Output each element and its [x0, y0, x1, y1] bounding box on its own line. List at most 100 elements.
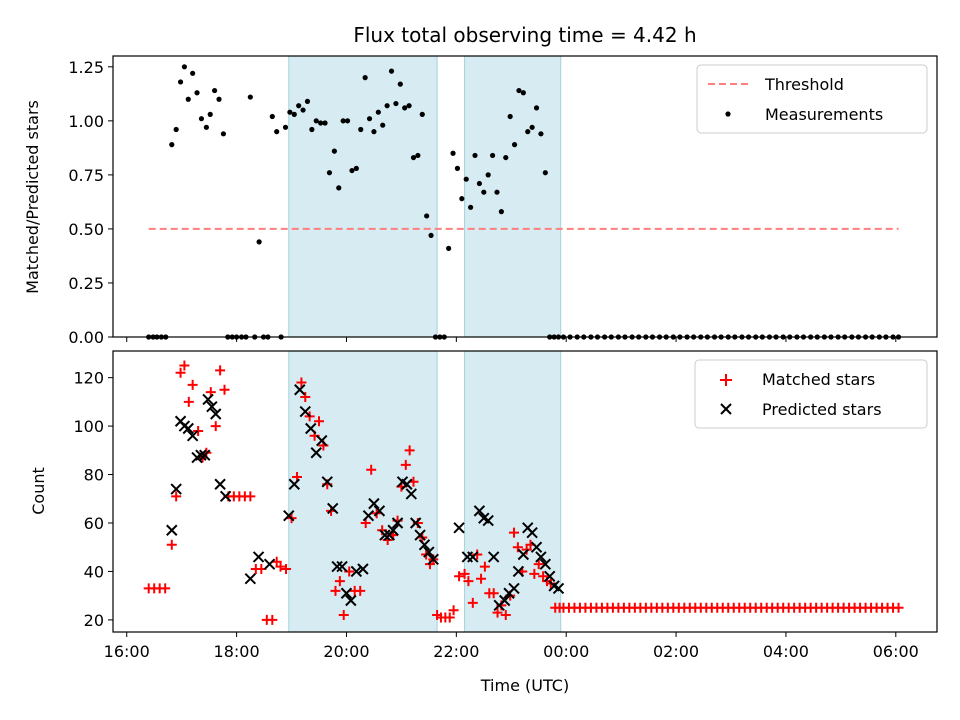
legend-matched-label: Matched stars	[762, 370, 875, 389]
matched-star-marker	[275, 561, 286, 572]
legend-measurements-label: Measurements	[765, 105, 883, 124]
x-tick-label: 04:00	[763, 642, 809, 661]
measurement-point	[533, 105, 540, 111]
matched-star-marker	[300, 392, 311, 403]
measurement-point	[282, 124, 289, 130]
predicted-star-marker	[244, 572, 257, 585]
measurement-point	[428, 232, 434, 239]
predicted-star-marker	[473, 505, 486, 517]
measurement-point	[309, 126, 315, 133]
measurement-point	[296, 103, 302, 109]
legend-top: Threshold Measurements	[696, 64, 928, 134]
matched-star-marker	[488, 588, 499, 599]
predicted-star-marker	[214, 478, 226, 490]
legend-predicted-label: Predicted stars	[762, 400, 882, 419]
predicted-star-marker	[409, 517, 422, 529]
measurement-point	[366, 116, 373, 122]
predicted-star-marker	[288, 478, 300, 490]
y-tick-label: 0.25	[68, 274, 104, 293]
y-tick-label: 0.50	[68, 220, 104, 239]
observing-window-band	[288, 55, 438, 338]
predicted-star-marker	[401, 478, 413, 490]
predicted-star-marker	[552, 582, 565, 595]
matched-star-marker	[281, 564, 292, 575]
predicted-star-marker	[182, 422, 194, 435]
measurement-point	[274, 129, 280, 135]
predicted-star-marker	[263, 558, 276, 570]
measurement-point	[393, 100, 399, 107]
matched-star-marker	[160, 583, 171, 594]
matched-star-marker	[183, 396, 194, 407]
measurement-point	[503, 154, 509, 161]
predicted-star-marker	[379, 529, 391, 541]
measurement-point	[494, 189, 500, 195]
legend-bottom: Matched stars Predicted stars	[694, 359, 928, 429]
matched-star-marker	[529, 568, 540, 579]
x-tick-label: 20:00	[323, 642, 369, 661]
measurement-point	[472, 152, 478, 159]
x-tick-label: 22:00	[433, 642, 479, 661]
legend-predicted-swatch	[720, 403, 732, 415]
matched-star-marker	[463, 576, 474, 587]
y-axis-label-top: Matched/Predicted stars	[23, 100, 42, 294]
x-tick-label: 02:00	[653, 642, 699, 661]
measurement-point	[481, 189, 487, 195]
measurement-point	[216, 96, 222, 102]
predicted-star-markers	[166, 384, 565, 612]
predicted-star-marker	[199, 449, 211, 461]
measurement-point	[181, 64, 188, 70]
matched-star-marker	[500, 610, 511, 621]
predicted-star-marker	[526, 526, 538, 539]
predicted-star-marker	[482, 514, 494, 527]
measurement-point	[198, 116, 205, 122]
matched-star-marker	[467, 597, 478, 608]
measurement-point	[459, 196, 465, 202]
y-tick-label: 100	[73, 417, 104, 436]
matched-star-marker	[330, 585, 341, 596]
x-tick-label: 16:00	[104, 642, 150, 661]
predicted-star-marker	[535, 551, 547, 563]
predicted-star-marker	[170, 483, 182, 495]
measurement-point	[476, 180, 483, 187]
predicted-star-marker	[405, 488, 417, 500]
measurement-point	[212, 87, 218, 94]
predicted-star-marker	[210, 408, 222, 420]
predicted-star-marker	[186, 430, 199, 442]
measurement-point	[300, 107, 306, 113]
measurement-point	[520, 90, 526, 96]
measurement-point	[349, 167, 355, 174]
matched-star-marker	[459, 568, 470, 579]
predicted-star-marker	[219, 490, 232, 503]
measurement-point	[516, 87, 522, 94]
measurement-point	[194, 90, 200, 96]
y-tick-label: 0.00	[68, 328, 104, 347]
matched-star-marker	[171, 491, 182, 502]
predicted-star-marker	[508, 582, 520, 595]
predicted-star-marker	[544, 570, 556, 582]
matched-star-marker	[479, 561, 490, 572]
measurement-point	[203, 124, 209, 130]
measurement-point	[463, 176, 469, 182]
matched-star-marker	[454, 571, 465, 582]
matched-star-marker	[893, 602, 904, 613]
matched-star-marker	[245, 491, 256, 502]
matched-star-marker	[400, 459, 411, 470]
y-tick-label: 40	[84, 562, 104, 581]
x-tick-label: 18:00	[214, 642, 260, 661]
predicted-star-marker	[316, 434, 328, 447]
measurement-point	[247, 94, 253, 100]
matched-star-marker	[338, 610, 349, 621]
predicted-star-marker	[350, 565, 363, 578]
matched-star-marker	[366, 464, 377, 475]
predicted-star-marker	[327, 502, 339, 515]
predicted-star-marker	[368, 497, 380, 510]
matched-star-marker	[179, 360, 190, 371]
matched-star-marker	[166, 539, 177, 550]
measurement-point	[397, 81, 403, 87]
measurement-point	[454, 165, 461, 171]
measurement-point	[468, 204, 474, 210]
measurement-point	[406, 103, 412, 109]
matched-star-marker	[334, 576, 345, 587]
panel-ratio: 0.00 0.25 0.50 0.75 1.00 1.25 Matched/Predict…	[23, 55, 938, 347]
predicted-star-marker	[467, 551, 479, 563]
